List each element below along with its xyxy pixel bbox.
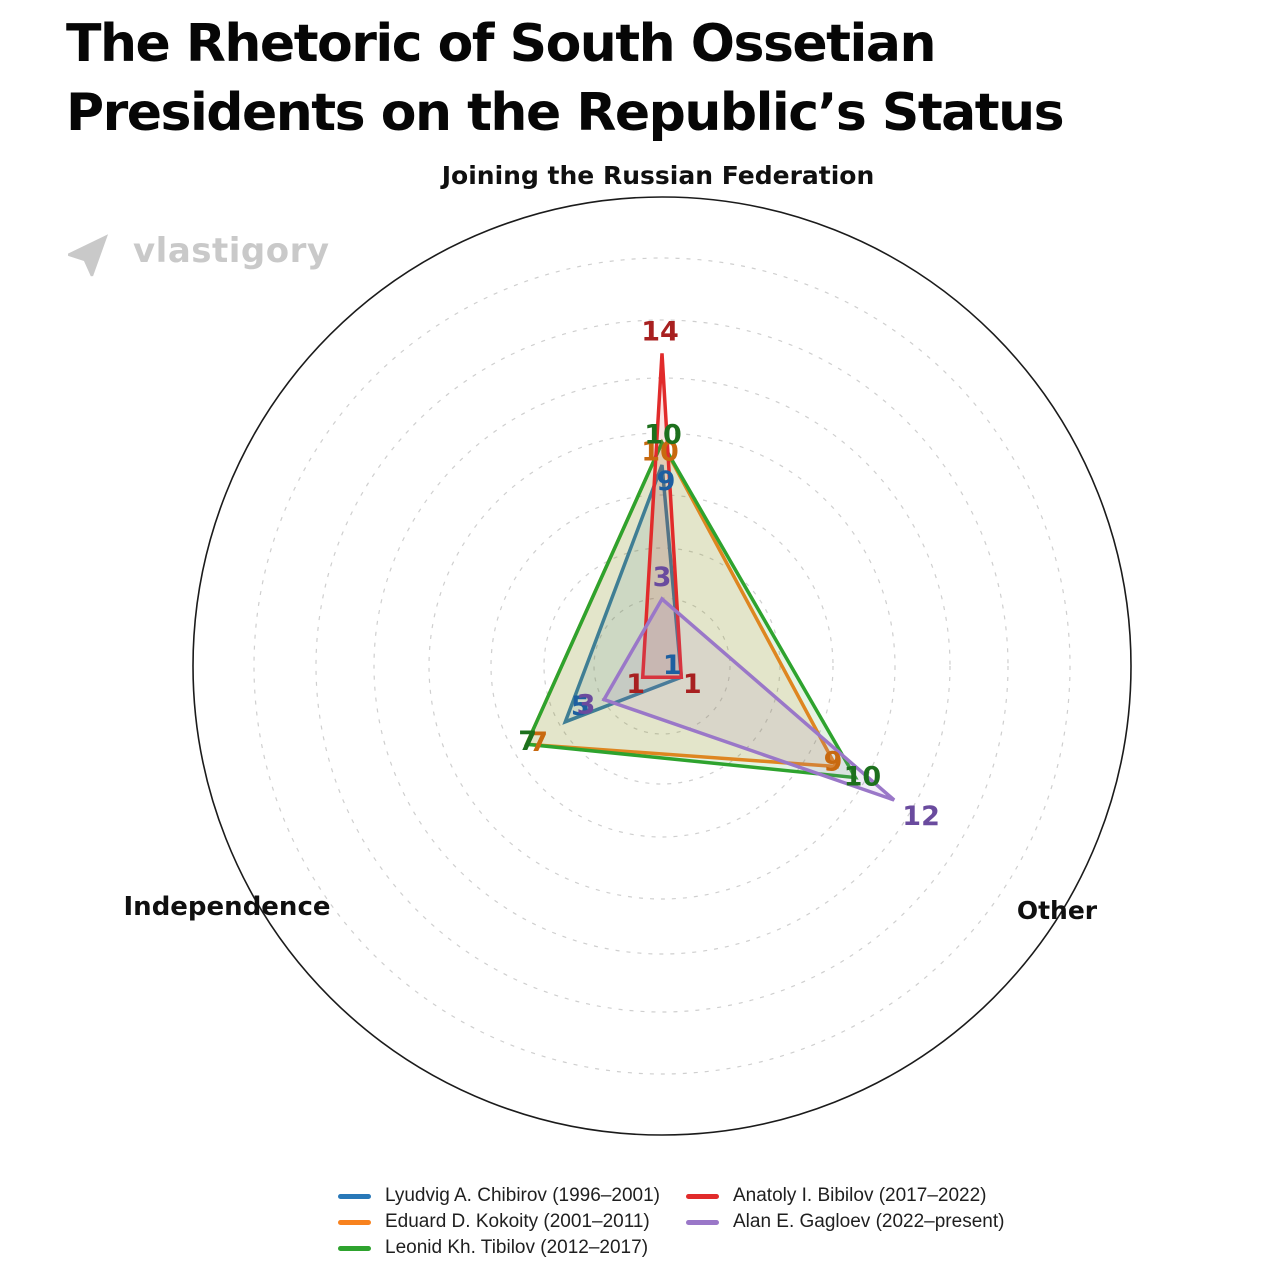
value-label: 10 <box>844 762 882 793</box>
grid-circle <box>315 319 1009 1013</box>
legend-item-1: Eduard D. Kokoity (2001–2011) <box>338 1211 660 1233</box>
value-label: 1 <box>663 650 682 681</box>
legend-item-4: Alan E. Gagloev (2022–present) <box>685 1211 1005 1233</box>
paper-plane-icon <box>67 234 109 277</box>
legend-swatch <box>685 1193 719 1199</box>
legend-item-0: Lyudvig A. Chibirov (1996–2001) <box>338 1185 660 1207</box>
watermark-text: vlastigory <box>133 231 330 271</box>
axis-label-other: Other <box>1016 896 1098 925</box>
value-label: 1 <box>626 669 645 700</box>
legend-label: Lyudvig A. Chibirov (1996–2001) <box>385 1185 660 1206</box>
legend-swatch <box>338 1219 371 1225</box>
legend-swatch <box>338 1193 371 1199</box>
value-label: 7 <box>518 726 537 757</box>
legend-swatch <box>685 1219 719 1225</box>
legend-item-3: Anatoly I. Bibilov (2017–2022) <box>685 1185 1004 1207</box>
value-label: 7 <box>529 727 548 758</box>
series-polygon-3 <box>640 353 684 679</box>
value-label: 3 <box>653 562 672 593</box>
value-label: 14 <box>641 316 679 347</box>
grid-circle <box>428 432 896 900</box>
legend-label: Anatoly I. Bibilov (2017–2022) <box>732 1185 987 1206</box>
value-label: 10 <box>641 437 679 468</box>
legend-label: Alan E. Gagloev (2022–present) <box>732 1211 1005 1232</box>
series-polygon-4 <box>601 596 896 802</box>
grid-circle <box>253 257 1071 1075</box>
outer-axis-circle <box>192 196 1132 1136</box>
value-label: 10 <box>644 420 682 451</box>
axis-label-independence: Independence <box>123 892 331 922</box>
value-label: 1 <box>683 669 702 700</box>
value-label: 12 <box>902 801 940 832</box>
legend-label: Leonid Kh. Tibilov (2012–2017) <box>385 1237 649 1258</box>
value-label: 3 <box>577 690 596 721</box>
legend-swatch <box>338 1245 371 1251</box>
chart-legend: Lyudvig A. Chibirov (1996–2001) Eduard D.… <box>338 1183 1004 1261</box>
grid-circle <box>490 494 834 838</box>
value-label: 9 <box>824 747 843 778</box>
chart-title: The Rhetoric of South Ossetian President… <box>66 14 1065 143</box>
value-label: 9 <box>657 466 676 497</box>
value-label: 5 <box>571 691 590 722</box>
legend-label: Eduard D. Kokoity (2001–2011) <box>385 1211 650 1232</box>
axis-label-joining-russian-federation: Joining the Russian Federation <box>441 161 875 190</box>
watermark: vlastigory <box>66 224 330 278</box>
series-layer <box>523 353 896 802</box>
grid-circle <box>543 547 781 785</box>
legend-item-2: Leonid Kh. Tibilov (2012–2017) <box>338 1237 660 1259</box>
